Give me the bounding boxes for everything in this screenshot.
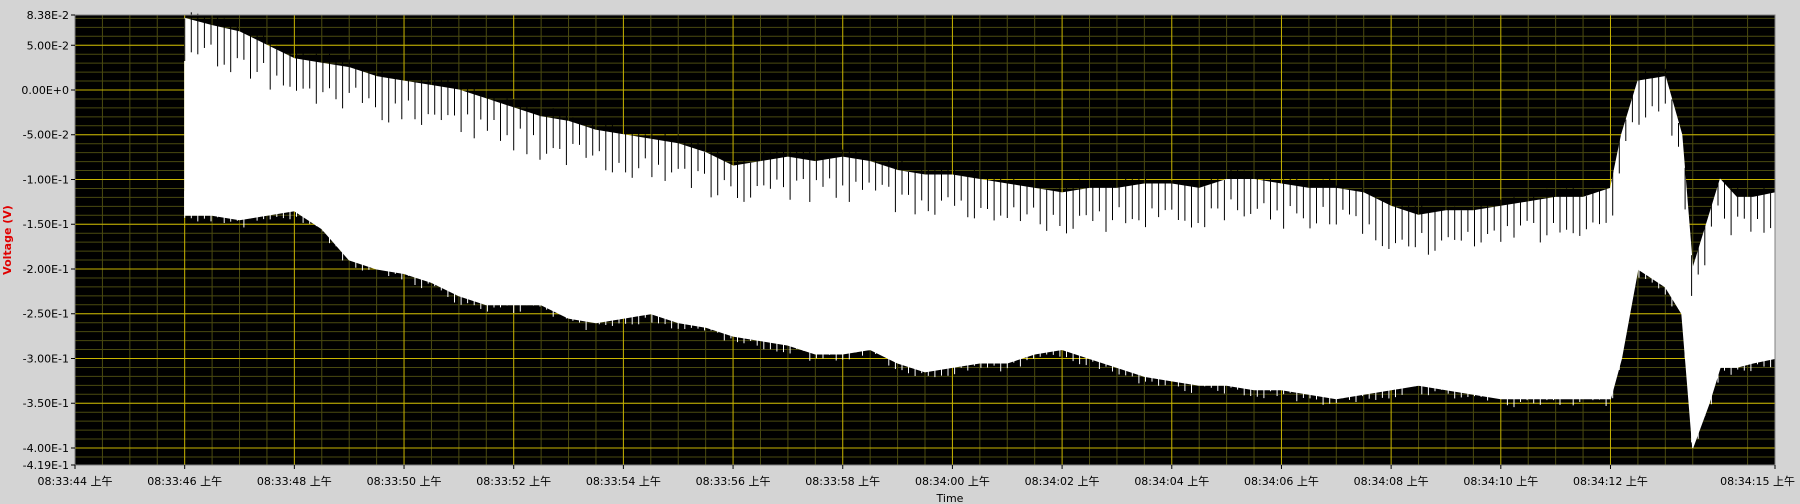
x-tick-label: 08:34:04 上午 — [1134, 475, 1209, 488]
y-tick-label: -4.19E-1 — [23, 459, 69, 472]
y-tick-label: -3.50E-1 — [23, 397, 69, 410]
y-tick-label: -1.00E-1 — [23, 173, 69, 186]
x-tick-label: 08:33:46 上午 — [147, 475, 222, 488]
x-tick-label: 08:33:56 上午 — [696, 475, 771, 488]
y-tick-label: -3.00E-1 — [23, 352, 69, 365]
y-tick-label: 5.00E-2 — [27, 39, 69, 52]
x-tick-label: 08:33:48 上午 — [257, 475, 332, 488]
y-tick-label: -5.00E-2 — [23, 129, 69, 142]
y-axis: 8.38E-2 5.00E-2 0.00E+0 -5.00E-2 -1.00E-1 -1.… — [21, 9, 75, 472]
x-tick-label: 08:34:10 上午 — [1463, 475, 1538, 488]
voltage-trace-layer — [184, 12, 1776, 449]
x-tick-label: 08:33:50 上午 — [367, 475, 442, 488]
y-tick-label: -2.50E-1 — [23, 308, 69, 321]
x-tick-label: 08:34:08 上午 — [1354, 475, 1429, 488]
y-tick-label: 0.00E+0 — [21, 84, 69, 97]
x-tick-label: 08:34:02 上午 — [1025, 475, 1100, 488]
y-tick-label: -1.50E-1 — [23, 218, 69, 231]
x-axis-label: Time — [936, 492, 964, 504]
x-axis: 08:33:44 上午 08:33:46 上午 08:33:48 上午 08:33:5… — [38, 465, 1795, 488]
x-tick-label: 08:33:54 上午 — [586, 475, 661, 488]
x-tick-label: 08:34:12 上午 — [1573, 475, 1648, 488]
x-tick-label: 08:33:44 上午 — [38, 475, 113, 488]
x-tick-label: 08:33:52 上午 — [476, 475, 551, 488]
y-tick-label: -2.00E-1 — [23, 263, 69, 276]
y-tick-label: -4.00E-1 — [23, 442, 69, 455]
x-tick-label: 08:34:00 上午 — [915, 475, 990, 488]
y-tick-label: 8.38E-2 — [27, 9, 69, 22]
voltage-spikes — [184, 12, 1772, 443]
y-axis-label: Voltage (V) — [1, 205, 14, 275]
x-tick-label: 08:34:06 上午 — [1244, 475, 1319, 488]
x-tick-label: 08:33:58 上午 — [805, 475, 880, 488]
plot-frame — [74, 14, 1776, 466]
x-tick-label: 08:34:15 上午 — [1720, 475, 1795, 488]
